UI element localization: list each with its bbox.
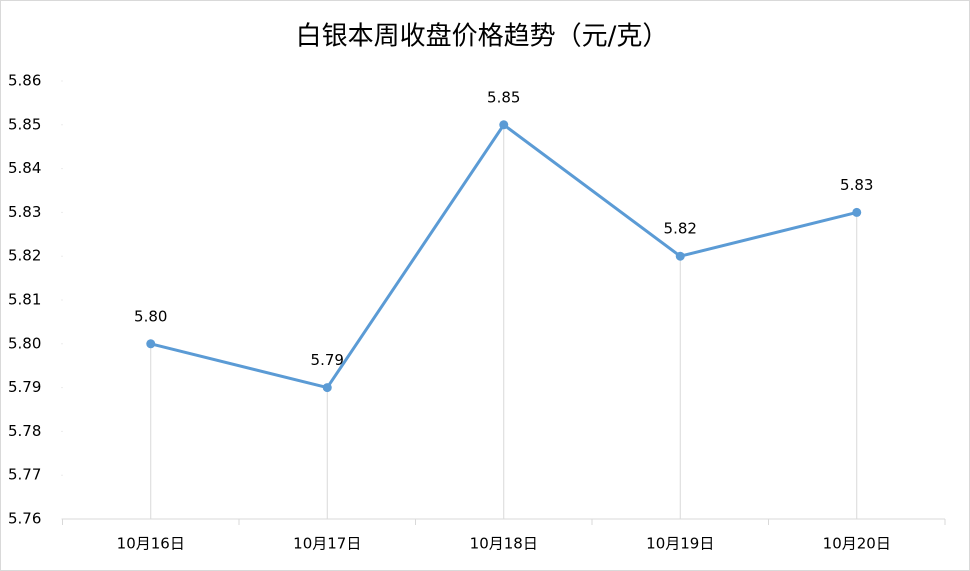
point — [675, 251, 685, 261]
point — [852, 207, 862, 217]
y-tick-label: 5.83 — [8, 203, 41, 221]
x-tick-label: 10月18日 — [470, 535, 538, 553]
x-tick-label: 10月16日 — [117, 535, 185, 553]
x-tick-label: 10月20日 — [823, 535, 891, 553]
y-tick-label: 5.81 — [8, 291, 41, 309]
value-label: 5.79 — [311, 351, 344, 369]
y-tick-label: 5.77 — [8, 466, 41, 484]
y-tick-label: 5.78 — [8, 422, 41, 440]
point — [322, 383, 332, 393]
y-tick-label: 5.85 — [8, 115, 41, 133]
value-label: 5.83 — [840, 176, 873, 194]
value-label: 5.85 — [487, 88, 520, 106]
y-tick-label: 5.79 — [8, 378, 41, 396]
chart-title: 白银本周收盘价格趋势（元/克） — [296, 22, 669, 52]
value-label: 5.82 — [664, 220, 697, 238]
x-tick-label: 10月17日 — [293, 535, 361, 553]
y-tick-label: 5.76 — [8, 510, 41, 528]
point — [146, 339, 156, 349]
y-tick-label: 5.80 — [8, 334, 41, 352]
x-tick-label: 10月19日 — [646, 535, 714, 553]
y-tick-label: 5.86 — [8, 72, 41, 90]
y-tick-label: 5.84 — [8, 159, 41, 177]
point — [499, 120, 509, 130]
value-label: 5.80 — [134, 307, 167, 325]
y-tick-label: 5.82 — [8, 247, 41, 265]
